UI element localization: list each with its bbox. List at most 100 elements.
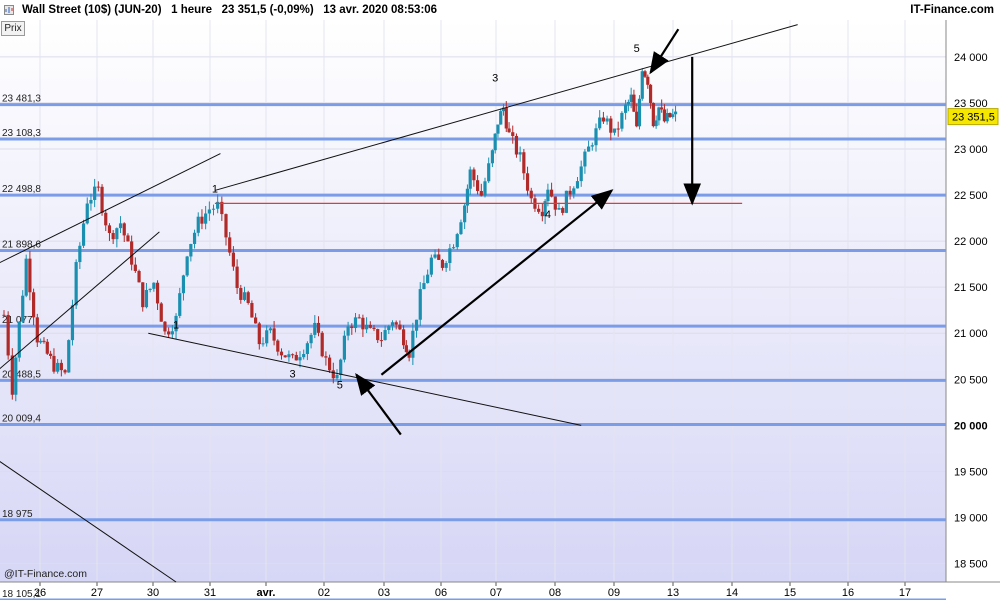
x-tick-label: avr.: [257, 587, 276, 599]
candle-body: [525, 173, 530, 191]
candle-body: [557, 208, 561, 210]
level-label: 21 077: [2, 315, 33, 326]
candle-body: [67, 340, 71, 373]
x-tick-label: 08: [549, 587, 561, 599]
candle-body: [499, 111, 503, 125]
candle-body: [624, 104, 628, 113]
candle-body: [444, 263, 448, 268]
candle-body: [272, 328, 276, 341]
y-tick-label: 18 500: [954, 559, 988, 571]
candle-body: [448, 248, 452, 264]
level-label: 21 898,6: [2, 239, 41, 250]
x-tick-label: 31: [204, 587, 216, 599]
candle-body: [167, 331, 171, 335]
candle-body: [159, 303, 163, 322]
trendline: [214, 24, 798, 191]
last-price-badge: [947, 108, 999, 126]
candle-body: [379, 340, 383, 342]
candle-body: [189, 244, 193, 257]
candle-body: [6, 314, 10, 356]
candle-body: [14, 357, 18, 395]
x-tick-label: 03: [378, 587, 390, 599]
candle-body: [504, 107, 508, 129]
candle-body: [459, 222, 463, 235]
chart-settings-icon[interactable]: [4, 5, 14, 15]
candle-body: [144, 289, 149, 308]
candle-body: [404, 345, 408, 353]
x-tick-label: 30: [147, 587, 159, 599]
candle-body: [353, 317, 358, 329]
candle-body: [224, 214, 228, 238]
candle-body: [422, 283, 426, 290]
candle-body: [85, 203, 89, 224]
candle-body: [250, 302, 254, 318]
candle-body: [402, 329, 406, 346]
y-tick-label: 22 500: [954, 190, 988, 202]
candle-body: [407, 352, 411, 358]
candle-body: [63, 370, 67, 373]
candle-body: [148, 288, 152, 290]
candle-body: [643, 71, 647, 77]
candle-body: [455, 234, 459, 248]
candle-body: [100, 186, 104, 213]
candle-body: [118, 223, 123, 229]
candle-body: [309, 334, 313, 344]
candle-body: [522, 152, 526, 174]
candle-body: [192, 232, 197, 245]
wave-label: 3: [290, 368, 296, 380]
wave-label: 5: [337, 380, 343, 392]
candle-body: [368, 324, 372, 328]
candle-body: [10, 355, 14, 395]
level-label: 18 105,1: [2, 589, 41, 600]
candle-body: [376, 329, 380, 341]
candle-body: [605, 118, 609, 122]
candle-body: [39, 340, 43, 343]
candle-body: [646, 76, 650, 85]
candle-body: [254, 317, 258, 324]
candle-body: [130, 241, 134, 265]
candle-body: [463, 205, 467, 223]
y-tick-label: 19 000: [954, 513, 988, 525]
x-tick-label: 15: [784, 587, 796, 599]
level-label: 23 108,3: [2, 128, 41, 139]
candle-body: [440, 259, 445, 268]
candle-body: [342, 335, 346, 360]
x-tick-label: 13: [667, 587, 679, 599]
candle-body: [572, 188, 576, 195]
candle-body: [133, 264, 137, 271]
candle-body: [17, 321, 21, 358]
candle-body: [196, 216, 200, 233]
candle-body: [426, 274, 430, 284]
candle-body: [629, 94, 633, 103]
candle-body: [331, 370, 335, 379]
candle-body: [294, 354, 298, 361]
candle-body: [361, 317, 365, 330]
candle-body: [540, 211, 544, 217]
candle-body: [137, 270, 141, 283]
candle-body: [228, 237, 232, 253]
candle-body: [648, 84, 653, 103]
candle-body: [437, 254, 441, 260]
candle-body: [181, 275, 186, 294]
candle-body: [111, 233, 115, 240]
candle-body: [52, 355, 56, 372]
candle-body: [204, 213, 208, 224]
candle-body: [279, 351, 284, 356]
candle-body: [587, 146, 591, 152]
candle-body: [465, 188, 470, 206]
candle-body: [21, 295, 25, 322]
candle-body: [472, 169, 476, 181]
annotation-arrow: [380, 189, 614, 376]
candle-body: [185, 256, 189, 276]
candle-body: [45, 341, 49, 354]
candle-body: [564, 190, 568, 213]
candle-body: [257, 323, 261, 345]
candle-body: [35, 317, 39, 343]
candle-body: [372, 327, 376, 330]
candle-body: [74, 262, 78, 306]
candle-body: [590, 145, 594, 147]
candle-body: [637, 98, 642, 127]
price-toggle-button[interactable]: Prix: [1, 21, 25, 36]
candle-body: [56, 362, 60, 372]
